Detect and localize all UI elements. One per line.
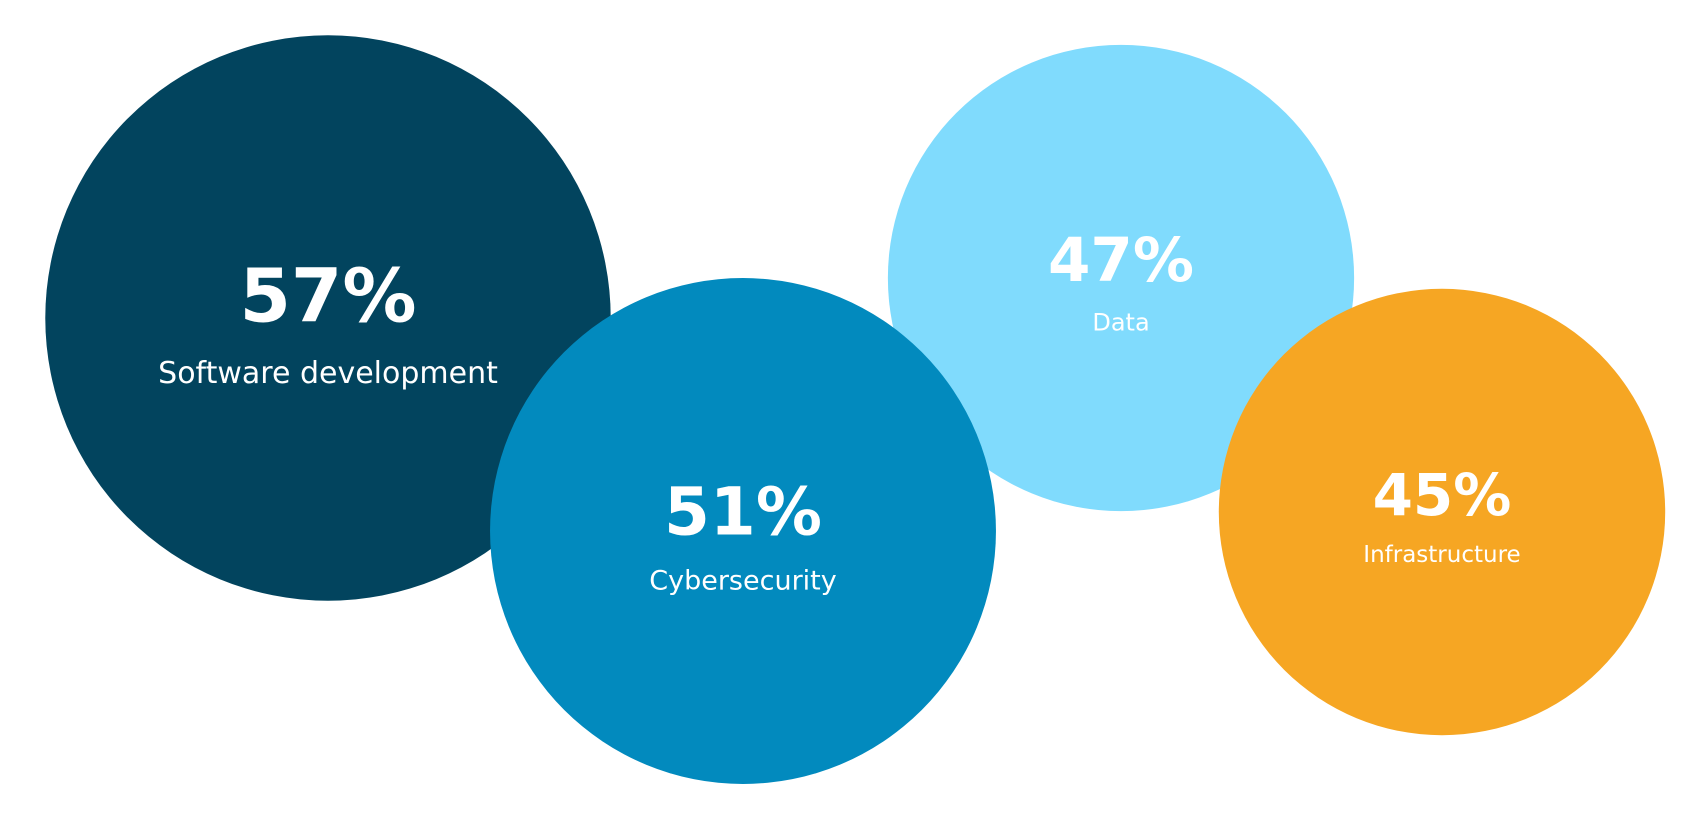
bubble-circle-infrastructure <box>1218 288 1666 736</box>
bubble-label-infrastructure: Infrastructure <box>1363 542 1520 568</box>
bubble-infrastructure: 45% Infrastructure <box>1218 288 1666 736</box>
bubble-label-data: Data <box>1092 308 1149 336</box>
bubble-data: 47% Data <box>887 44 1355 512</box>
bubble-circle-software-development <box>45 35 611 601</box>
bubble-value-infrastructure: 45% <box>1373 461 1512 529</box>
bubble-label-cybersecurity: Cybersecurity <box>649 566 837 597</box>
bubble-value-data: 47% <box>1048 225 1194 296</box>
bubble-circle-cybersecurity <box>490 278 996 784</box>
bubble-value-cybersecurity: 51% <box>664 473 822 550</box>
bubble-circle-data <box>887 44 1355 512</box>
bubble-cybersecurity: 51% Cybersecurity <box>490 278 996 784</box>
bubble-value-software-development: 57% <box>239 254 416 340</box>
bubble-label-software-development: Software development <box>158 356 498 391</box>
bubble-software-development: 57% Software development <box>45 35 611 601</box>
